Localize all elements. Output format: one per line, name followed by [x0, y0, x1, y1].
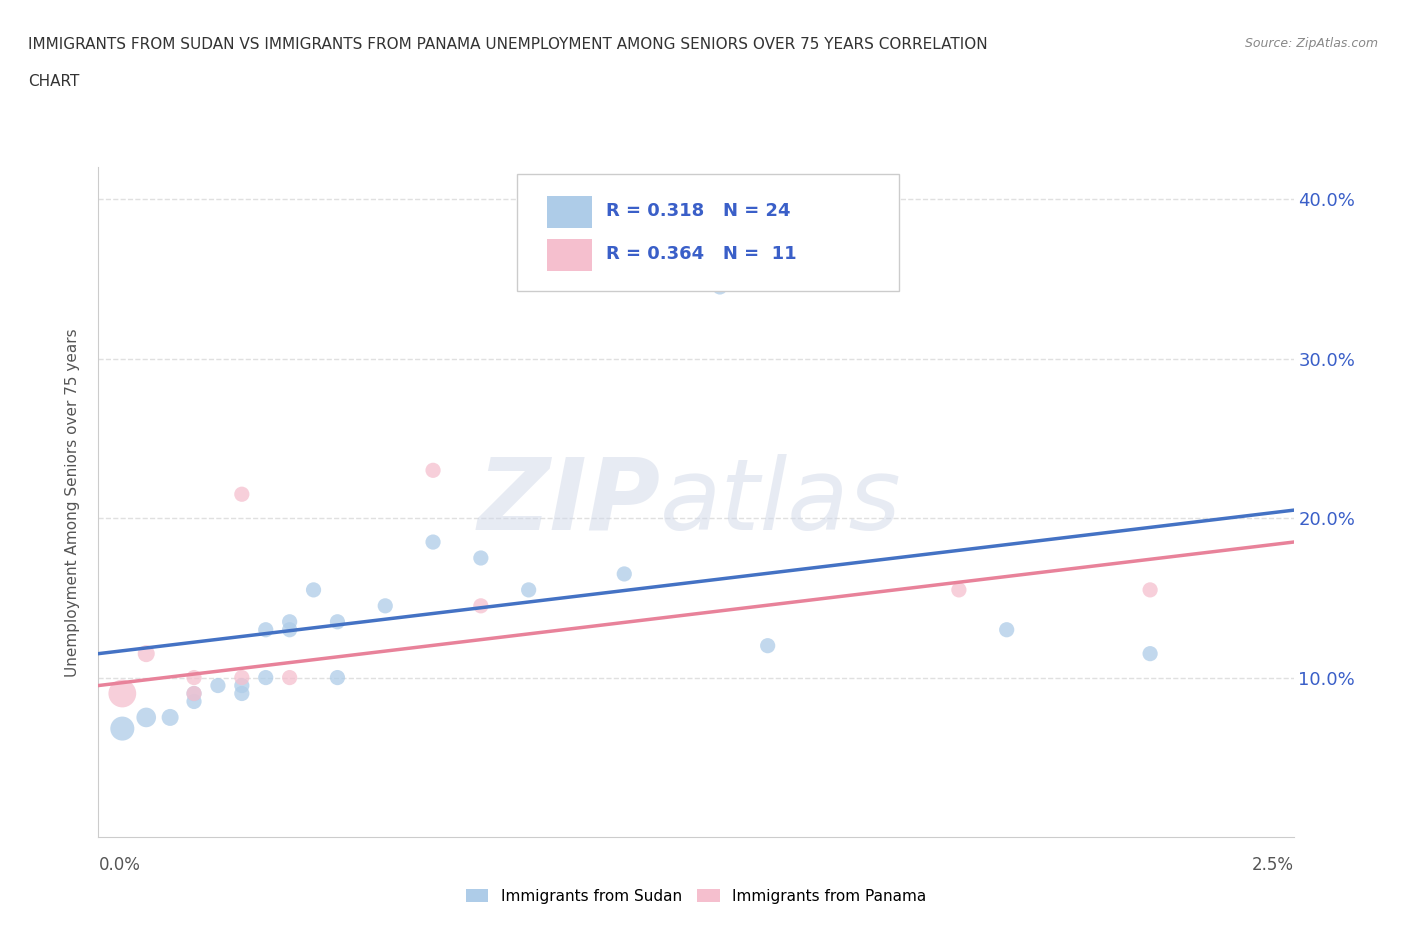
Point [231, 671, 253, 685]
Point [111, 686, 134, 701]
Text: 2.5%: 2.5% [1251, 856, 1294, 873]
Point [422, 535, 444, 550]
Point [756, 638, 779, 653]
Y-axis label: Unemployment Among Seniors over 75 years: Unemployment Among Seniors over 75 years [65, 328, 80, 676]
FancyBboxPatch shape [547, 195, 592, 228]
Point [1139, 582, 1161, 597]
FancyBboxPatch shape [547, 239, 592, 272]
Point [278, 671, 301, 685]
Point [254, 622, 277, 637]
Point [159, 710, 181, 724]
Point [254, 671, 277, 685]
Point [278, 615, 301, 630]
Point [470, 551, 492, 565]
Text: R = 0.318   N = 24: R = 0.318 N = 24 [606, 202, 790, 219]
Point [183, 694, 205, 709]
Point [470, 598, 492, 613]
Point [1139, 646, 1161, 661]
Point [231, 678, 253, 693]
Point [709, 280, 731, 295]
Point [135, 646, 157, 661]
Point [374, 598, 396, 613]
Point [231, 686, 253, 701]
Point [111, 721, 134, 736]
Point [135, 710, 157, 724]
Point [207, 678, 229, 693]
Point [422, 463, 444, 478]
Point [183, 686, 205, 701]
Point [995, 622, 1018, 637]
FancyBboxPatch shape [517, 174, 900, 291]
Text: IMMIGRANTS FROM SUDAN VS IMMIGRANTS FROM PANAMA UNEMPLOYMENT AMONG SENIORS OVER : IMMIGRANTS FROM SUDAN VS IMMIGRANTS FROM… [28, 37, 988, 52]
Point [517, 582, 540, 597]
Point [613, 566, 636, 581]
Point [302, 582, 325, 597]
Point [231, 486, 253, 501]
Point [183, 671, 205, 685]
Text: atlas: atlas [661, 454, 901, 551]
Text: CHART: CHART [28, 74, 80, 89]
Text: Source: ZipAtlas.com: Source: ZipAtlas.com [1244, 37, 1378, 50]
Point [326, 615, 349, 630]
Point [948, 582, 970, 597]
Text: 0.0%: 0.0% [98, 856, 141, 873]
Point [278, 622, 301, 637]
Point [183, 686, 205, 701]
Legend: Immigrants from Sudan, Immigrants from Panama: Immigrants from Sudan, Immigrants from P… [460, 883, 932, 910]
Point [326, 671, 349, 685]
Text: ZIP: ZIP [477, 454, 661, 551]
Text: R = 0.364   N =  11: R = 0.364 N = 11 [606, 246, 797, 263]
